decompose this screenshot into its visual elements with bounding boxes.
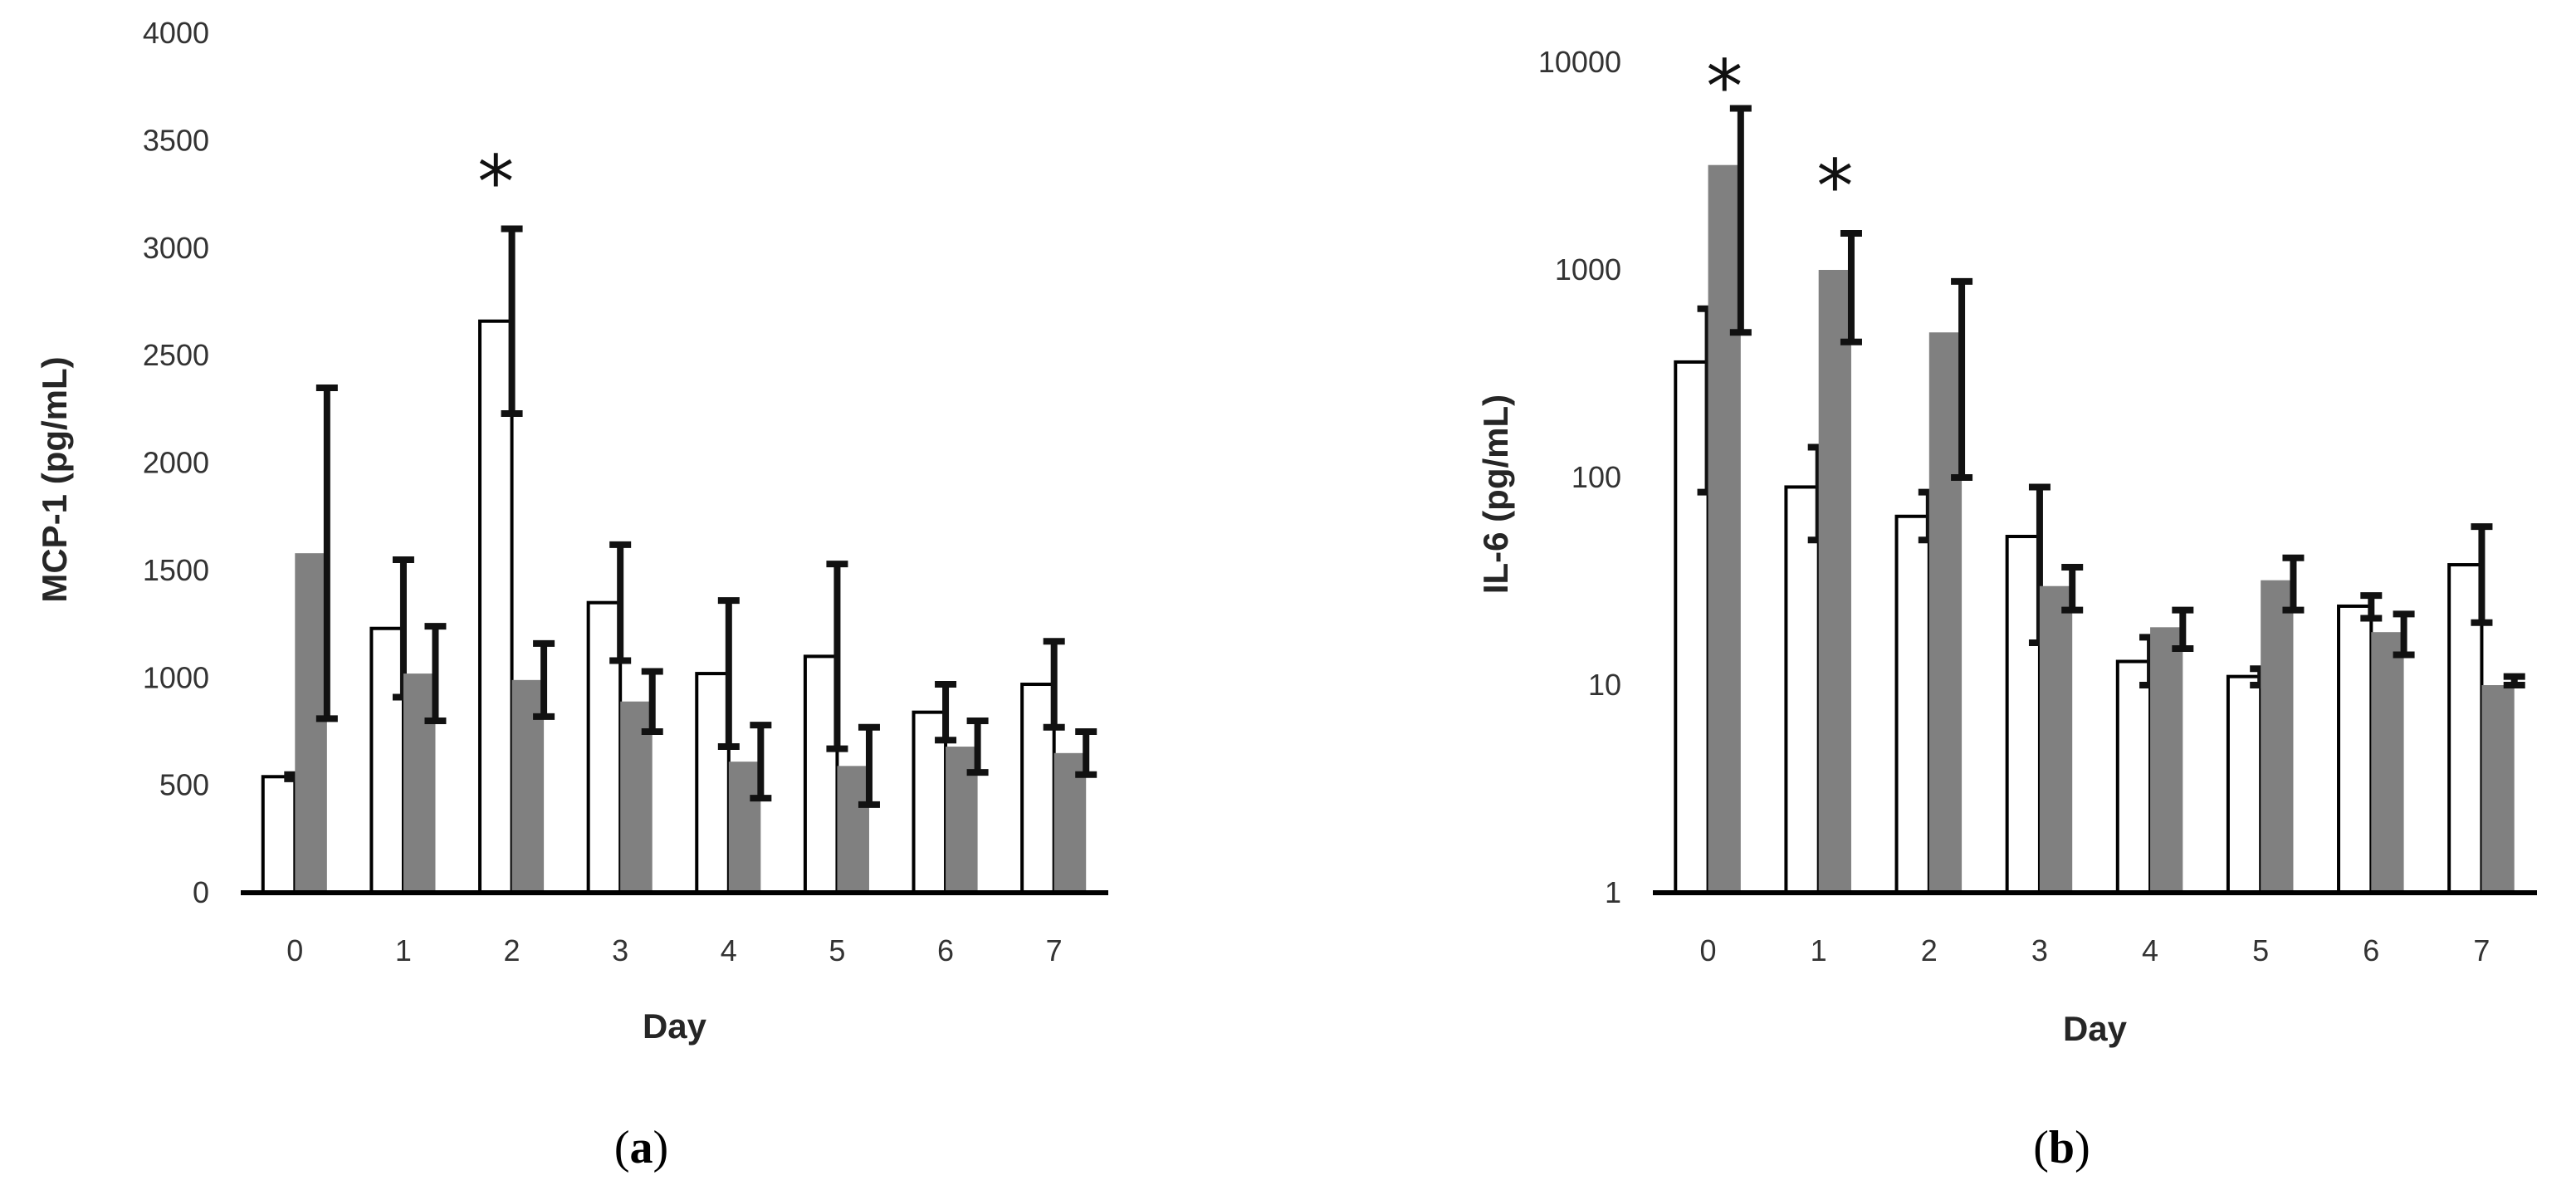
y-tick-label: 10 [1588, 668, 1621, 702]
bar [2447, 563, 2484, 894]
x-tick-label: 5 [2252, 933, 2269, 967]
y-axis-title: IL-6 (pg/mL) [1476, 394, 1515, 594]
y-tick-label: 3000 [143, 231, 209, 265]
bar [1674, 360, 1710, 894]
bar [803, 654, 839, 894]
bar [2150, 627, 2183, 893]
y-tick-label: 0 [193, 875, 209, 909]
bar [403, 673, 436, 893]
bar [1818, 270, 1851, 893]
x-tick-label: 7 [2473, 933, 2490, 967]
x-tick-label: 1 [395, 933, 412, 967]
significance-asterisk: * [477, 140, 514, 225]
y-tick-label: 1500 [143, 553, 209, 587]
bar [295, 553, 327, 893]
x-axis-title: Day [2063, 1009, 2128, 1048]
panel-caption: (a) [614, 1122, 668, 1173]
x-tick-label: 4 [2142, 933, 2158, 967]
bar [369, 626, 405, 894]
bar [695, 672, 731, 894]
x-tick-label: 1 [1811, 933, 1827, 967]
bar [2226, 674, 2263, 895]
bar [511, 679, 545, 893]
panel-caption: (b) [2033, 1122, 2090, 1173]
bar [1708, 164, 1741, 893]
x-tick-label: 0 [1700, 933, 1717, 967]
bar [2039, 585, 2073, 893]
bar [1020, 683, 1056, 895]
y-tick-label: 3500 [143, 123, 209, 157]
y-axis-title: MCP-1 (pg/mL) [35, 356, 74, 602]
bar [586, 600, 623, 894]
y-tick-label: 2500 [143, 338, 209, 372]
y-tick-label: 4000 [143, 16, 209, 50]
bar [1894, 514, 1931, 894]
x-tick-label: 3 [2031, 933, 2048, 967]
chart-panel-a: 0 500 1000 1500 2000 2500 3000 3500 4000 0 1 2 3 4 5 6 7… [35, 16, 1108, 1173]
bar [478, 319, 514, 895]
bar [2481, 685, 2515, 893]
y-tick-label: 2000 [143, 446, 209, 480]
x-tick-label: 7 [1046, 933, 1063, 967]
x-tick-label: 4 [721, 933, 737, 967]
bar [837, 766, 869, 893]
x-axis-title: Day [643, 1007, 707, 1046]
significance-asterisk: * [1816, 144, 1853, 229]
bar [1928, 332, 1963, 893]
bar [2115, 659, 2153, 894]
chart-panel-b: 1 10 100 1000 10000 0 1 2 3 4 5 6 7 Day IL-6 (pg/mL) * *… [1288, 0, 2575, 1200]
bar [2005, 534, 2041, 894]
bar [2261, 580, 2294, 893]
y-tick-label: 500 [159, 768, 209, 802]
x-tick-label: 6 [2363, 933, 2379, 967]
y-tick-label: 1 [1605, 875, 1621, 909]
bar [2371, 632, 2404, 893]
il6-bar-chart: 1 10 100 1000 10000 0 1 2 3 4 5 6 7 Day IL-6 (pg/mL) * *… [1476, 44, 2537, 1173]
bar [946, 747, 978, 893]
x-tick-label: 6 [937, 933, 954, 967]
y-tick-label: 1000 [1555, 252, 1621, 287]
mcp1-bar-chart: 0 500 1000 1500 2000 2500 3000 3500 4000 0 1 2 3 4 5 6 7… [35, 16, 1108, 1173]
y-tick-label: 10000 [1538, 45, 1621, 79]
y-tick-label: 100 [1572, 460, 1621, 494]
x-tick-label: 3 [612, 933, 628, 967]
x-tick-label: 2 [1921, 933, 1938, 967]
y-tick-label: 1000 [143, 660, 209, 694]
significance-asterisk: * [1706, 44, 1743, 130]
bar [728, 762, 761, 893]
x-tick-label: 5 [829, 933, 845, 967]
x-tick-label: 2 [504, 933, 521, 967]
bar [1784, 485, 1821, 895]
bar [261, 775, 297, 895]
bar [2337, 604, 2373, 894]
x-tick-label: 0 [286, 933, 303, 967]
